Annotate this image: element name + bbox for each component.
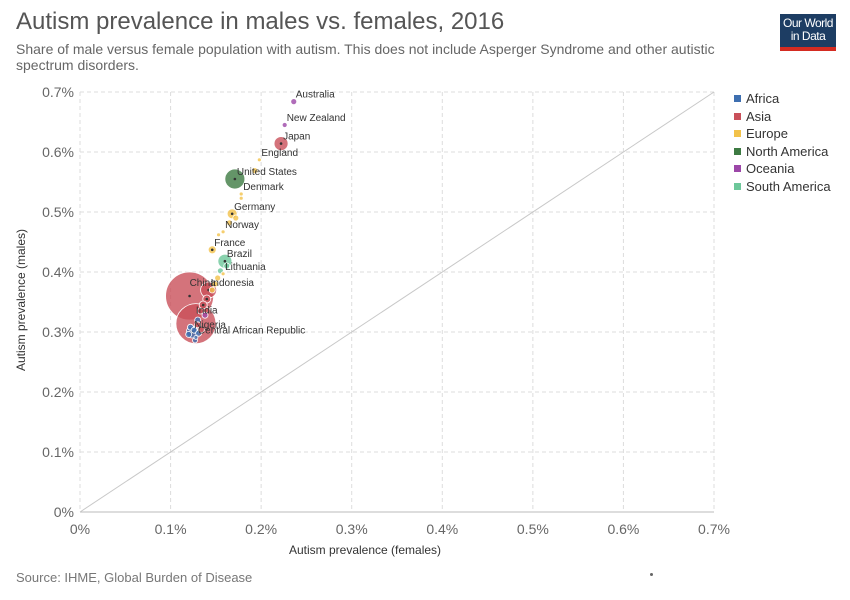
y-tick-label: 0% [54, 504, 74, 520]
legend-item[interactable]: South America [734, 178, 831, 196]
legend-swatch [734, 112, 741, 120]
legend-swatch [734, 147, 741, 155]
data-points [165, 98, 298, 345]
data-point-center [233, 177, 237, 181]
data-point[interactable] [223, 262, 231, 270]
point-label: Nigeria [194, 320, 226, 331]
x-tick-label: 0.4% [426, 521, 458, 537]
data-point-center [279, 142, 283, 145]
point-label: Brazil [227, 249, 252, 260]
y-tick-label: 0.4% [42, 264, 74, 280]
point-label: United States [237, 167, 297, 178]
data-point[interactable] [290, 98, 298, 105]
owid-logo[interactable]: Our World in Data [780, 14, 836, 51]
legend-label: Europe [746, 126, 788, 142]
point-label: Germany [234, 202, 275, 213]
logo-line-2: in Data [790, 29, 826, 43]
data-point[interactable] [193, 334, 199, 340]
y-tick-label: 0.1% [42, 444, 74, 460]
logo-line-1: Our World [783, 16, 833, 30]
equality-line [79, 91, 715, 513]
chart-title: Autism prevalence in males vs. females, … [16, 8, 505, 35]
data-point[interactable] [220, 229, 226, 235]
legend-item[interactable]: Asia [734, 108, 831, 126]
x-axis-title: Autism prevalence (females) [289, 543, 441, 557]
point-label: New Zealand [287, 113, 346, 124]
source-note: Source: IHME, Global Burden of Disease [16, 570, 253, 585]
data-point[interactable] [214, 274, 222, 282]
x-tick-label: 0.1% [155, 521, 187, 537]
y-tick-label: 0.5% [42, 204, 74, 220]
data-point[interactable] [220, 271, 226, 277]
y-axis-title: Autism prevalence (males) [14, 229, 28, 371]
legend-swatch [734, 165, 741, 173]
y-tick-label: 0.2% [42, 384, 74, 400]
point-label: Australia [296, 90, 335, 101]
data-point-center [210, 248, 214, 252]
x-tick-label: 0.5% [517, 521, 549, 537]
data-point[interactable] [197, 307, 204, 315]
legend-swatch [734, 95, 741, 103]
point-label: India [196, 306, 218, 317]
legend-swatch [734, 182, 741, 190]
point-label: Japan [283, 132, 310, 143]
legend-label: North America [746, 143, 829, 159]
x-tick-label: 0.7% [698, 521, 730, 537]
legend-item[interactable]: Africa [734, 90, 831, 108]
legend-item[interactable]: North America [734, 143, 831, 161]
legend-swatch [734, 130, 741, 138]
tick-labels: 0%0% 0.1% 0.1% 0.2% 0.2% 0.3% 0.3% 0.4% 0.4% 0.5%… [42, 84, 730, 537]
chart-subtitle: Share of male versus female population w… [16, 41, 715, 73]
point-label: Central African Republic [198, 325, 305, 336]
y-tick-label: 0.6% [42, 144, 74, 160]
point-label: China [190, 278, 217, 289]
data-point[interactable] [194, 321, 202, 329]
data-point-center [188, 294, 191, 298]
data-point[interactable] [185, 330, 193, 338]
legend-label: South America [746, 178, 831, 194]
legend-label: Oceania [746, 161, 795, 177]
data-point[interactable] [256, 157, 262, 163]
x-tick-label: 0.2% [245, 521, 277, 537]
data-point[interactable] [208, 286, 216, 294]
data-point-center [201, 303, 205, 307]
legend-label: Africa [746, 91, 780, 107]
point-label: Indonesia [211, 278, 255, 289]
point-label: Denmark [243, 182, 285, 193]
legend-item[interactable]: Oceania [734, 160, 831, 178]
point-label: France [214, 238, 246, 249]
data-point[interactable] [251, 167, 259, 175]
point-label: Norway [225, 220, 259, 231]
legend-item[interactable]: Europe [734, 125, 831, 143]
data-point[interactable] [211, 280, 219, 288]
footer-dot [650, 573, 653, 576]
x-tick-label: 0.3% [336, 521, 368, 537]
point-label: Lithuania [225, 262, 266, 273]
data-point[interactable] [281, 122, 288, 128]
data-point[interactable] [232, 214, 240, 222]
point-labels: Australia New Zealand Japan England United S… [190, 90, 346, 337]
legend: Africa Asia Europe North America Oceania Sout… [734, 90, 831, 195]
data-point[interactable] [226, 219, 233, 227]
data-point-center [230, 212, 234, 216]
data-point[interactable] [197, 326, 205, 334]
x-tick-label: 0.6% [607, 521, 639, 537]
y-tick-label: 0.3% [42, 324, 74, 340]
data-point[interactable] [201, 311, 209, 319]
data-point[interactable] [238, 195, 244, 201]
data-point-center [223, 259, 227, 263]
data-point-center [205, 297, 209, 301]
y-tick-label: 0.7% [42, 84, 74, 100]
legend-label: Asia [746, 108, 772, 124]
data-point[interactable] [216, 232, 221, 238]
grid [79, 91, 715, 513]
x-tick-label: 0% [70, 521, 90, 537]
point-label: England [261, 148, 298, 159]
